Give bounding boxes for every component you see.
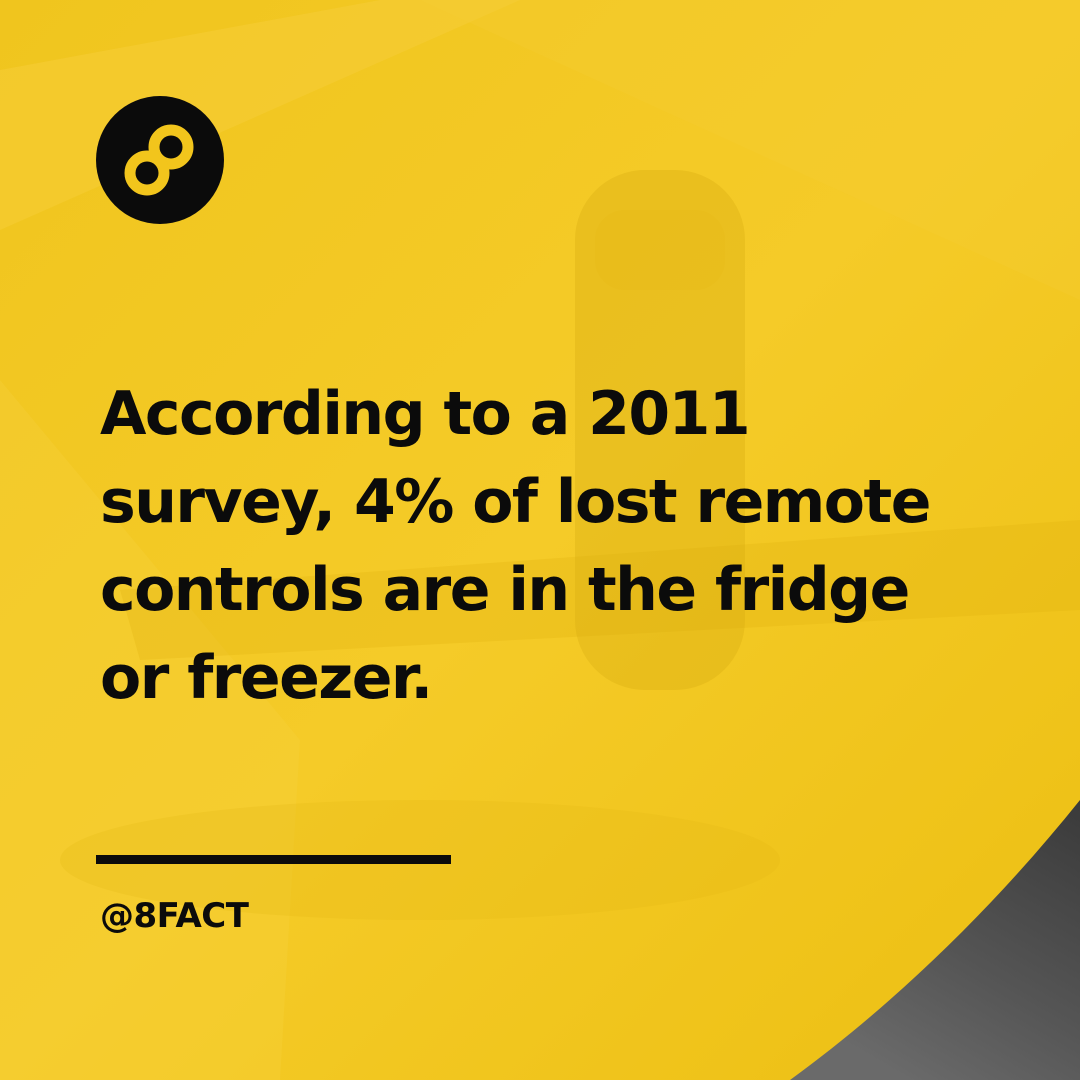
infinity-eight-icon — [124, 124, 194, 196]
fact-line: survey, 4% of lost remote — [100, 467, 931, 537]
account-handle: @8FACT — [100, 896, 249, 936]
fact-line: controls are in the fridge — [100, 555, 910, 625]
fact-line: or freezer. — [100, 643, 433, 713]
brand-logo — [96, 96, 224, 224]
fact-line: According to a 2011 — [100, 379, 751, 449]
fact-text: According to a 2011 survey, 4% of lost r… — [100, 370, 980, 722]
divider — [96, 855, 451, 864]
